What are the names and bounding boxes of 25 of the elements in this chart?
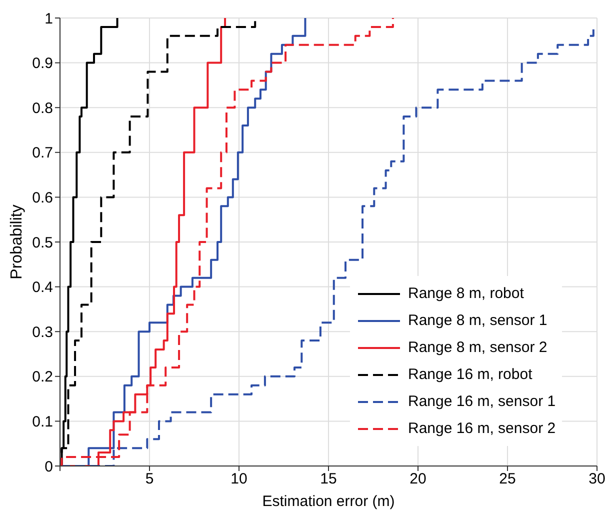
y-tick-label: 0.6 (32, 190, 53, 207)
legend-label: Range 16 m, sensor 2 (408, 418, 556, 438)
x-tick-label: 15 (320, 470, 337, 488)
y-tick-label: 0 (44, 458, 53, 476)
x-tick-label: 10 (230, 470, 248, 488)
y-tick-label: 0.5 (32, 234, 53, 252)
y-tick-label: 0.4 (32, 279, 53, 296)
y-tick-label: 0.8 (32, 100, 53, 117)
legend-label: Range 8 m, sensor 2 (408, 338, 548, 358)
legend-label: Range 16 m, sensor 1 (408, 392, 556, 412)
legend-label: Range 16 m, robot (408, 364, 532, 384)
y-tick-label: 0.2 (32, 368, 53, 386)
x-tick-label: 25 (499, 470, 516, 488)
y-axis-title: Probability (8, 204, 26, 280)
x-axis-title: Estimation error (m) (262, 493, 395, 510)
x-tick-label: 20 (410, 470, 426, 488)
y-tick-label: 0.7 (32, 144, 53, 162)
y-tick-label: 0.3 (32, 324, 53, 341)
legend-label: Range 8 m, robot (408, 284, 524, 304)
x-tick-label: 5 (145, 470, 154, 488)
y-tick-label: 1 (44, 10, 53, 28)
y-tick-label: 0.1 (32, 414, 53, 431)
legend-label: Range 8 m, sensor 1 (408, 310, 548, 330)
y-tick-label: 0.9 (32, 55, 53, 72)
x-tick-label: 30 (588, 470, 605, 488)
